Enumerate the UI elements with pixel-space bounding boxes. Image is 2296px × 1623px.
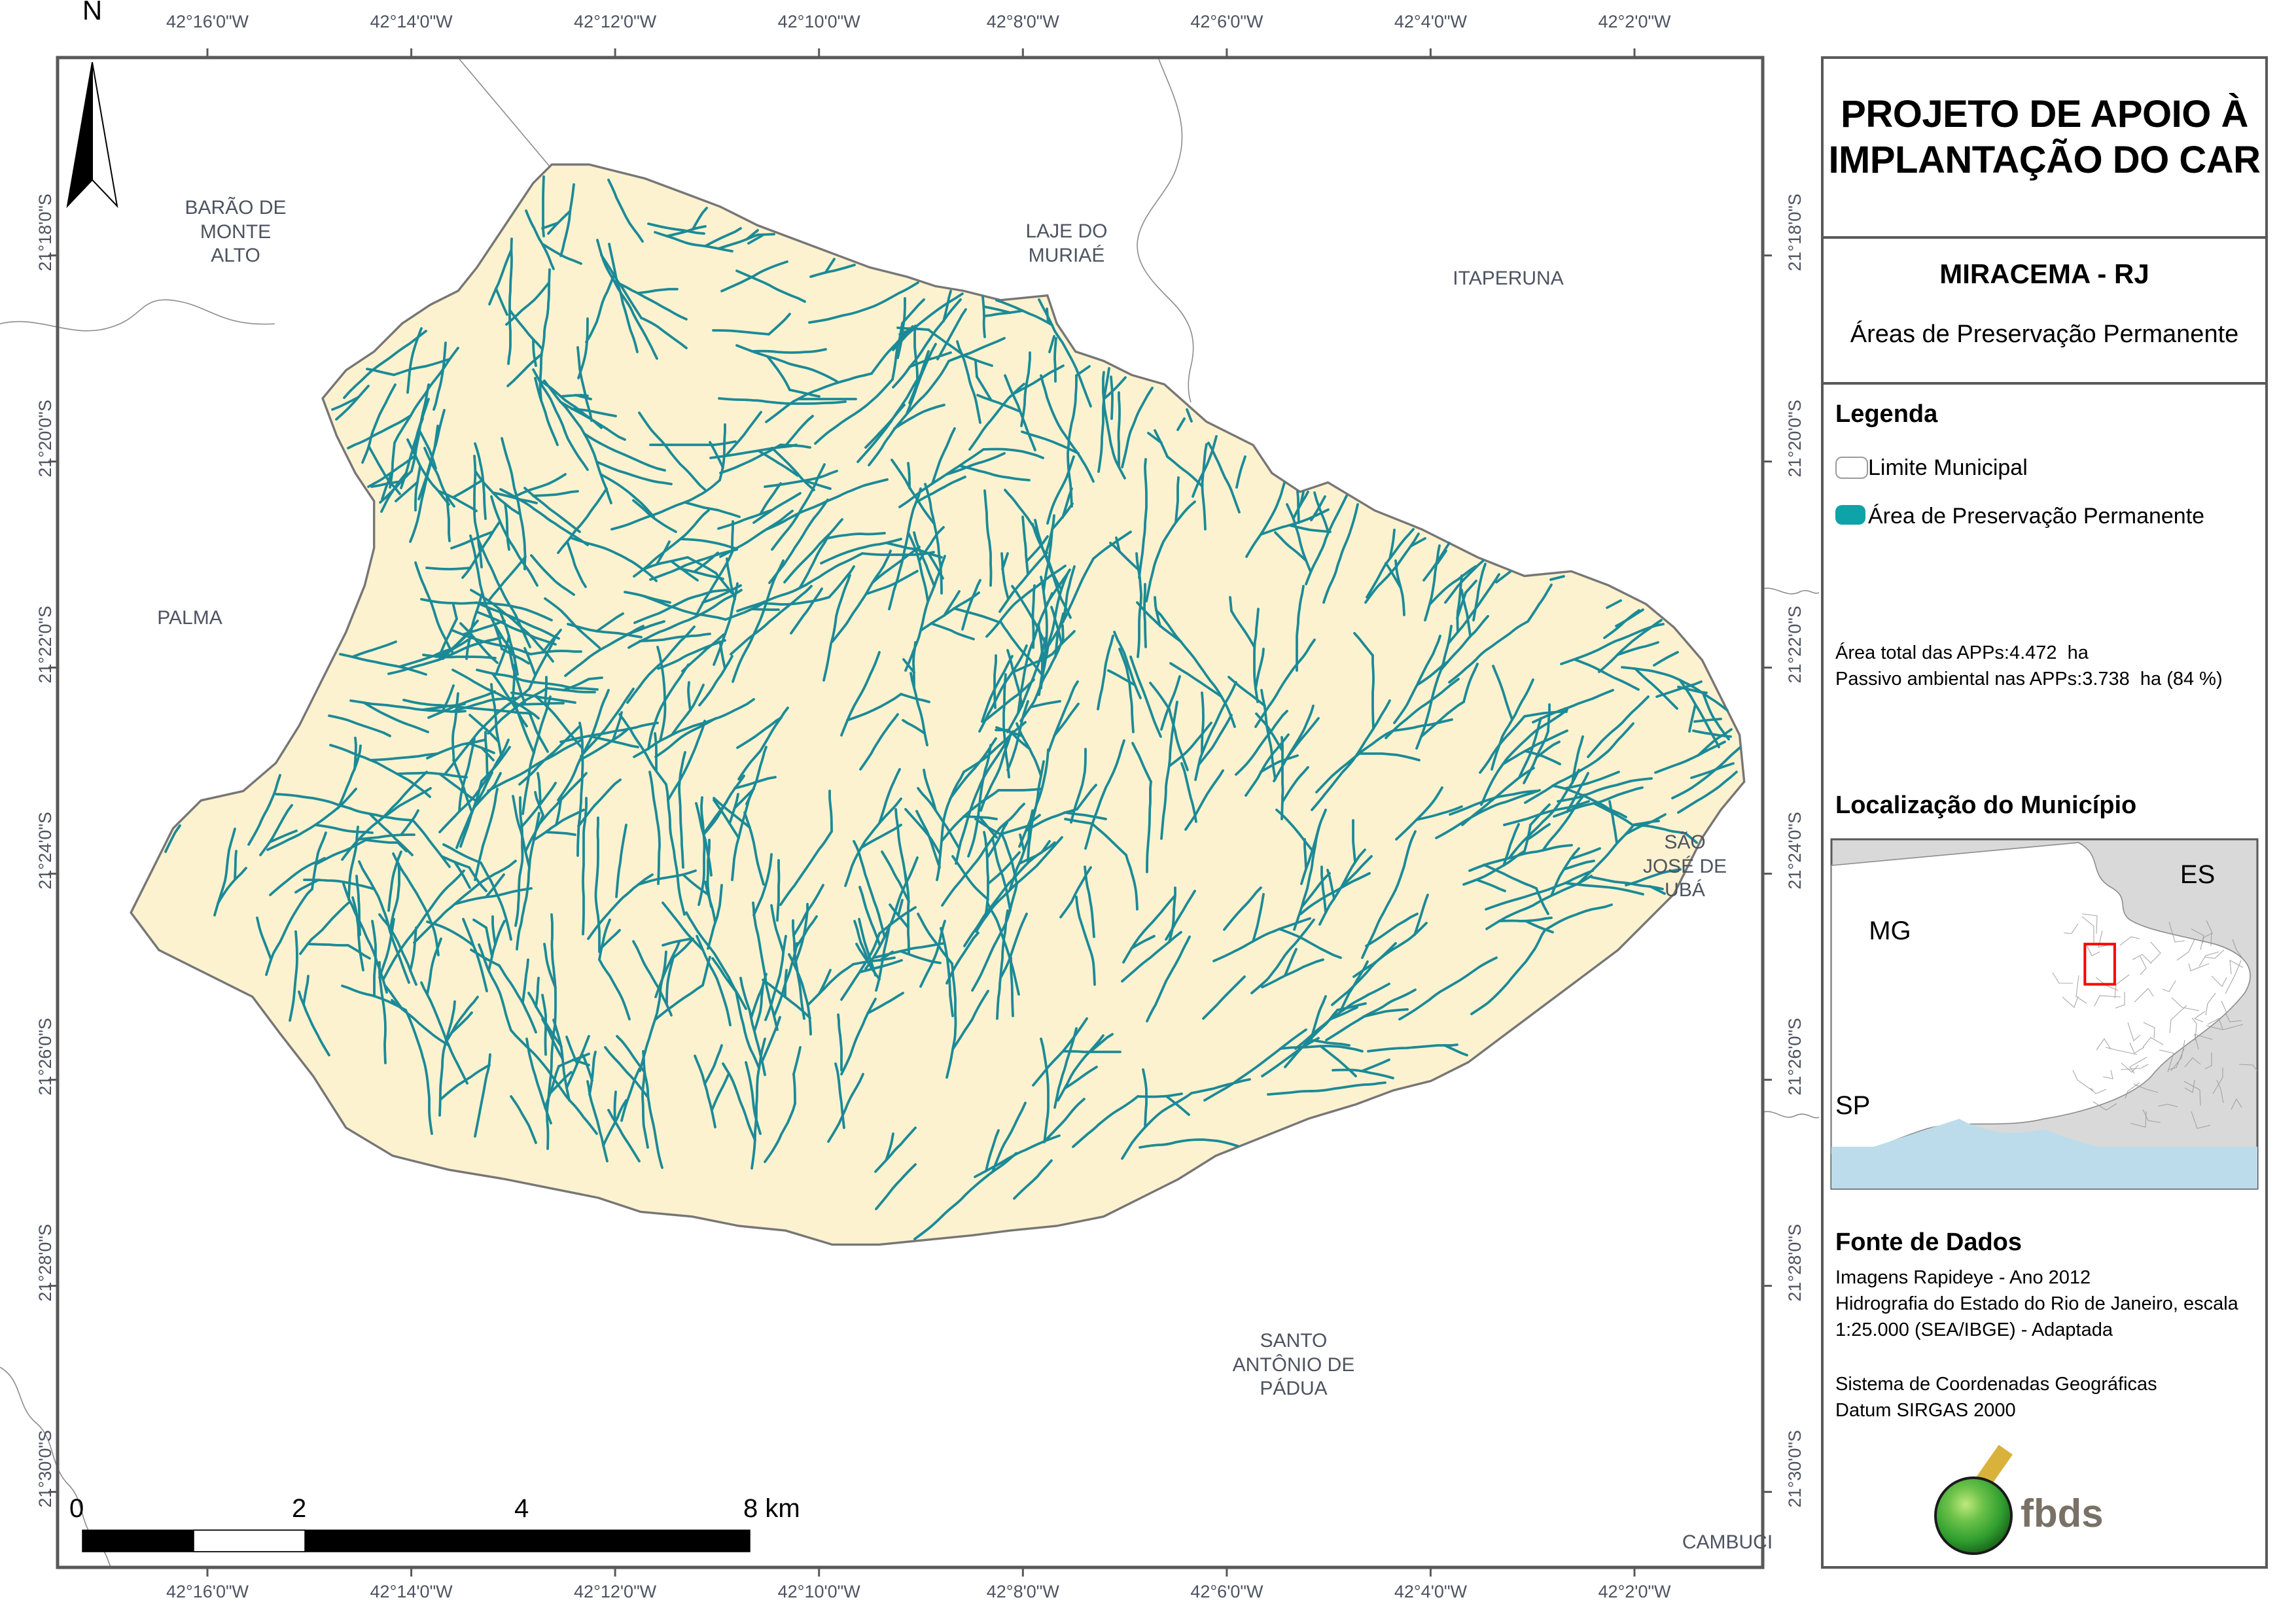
svg-text:N: N xyxy=(82,0,102,26)
